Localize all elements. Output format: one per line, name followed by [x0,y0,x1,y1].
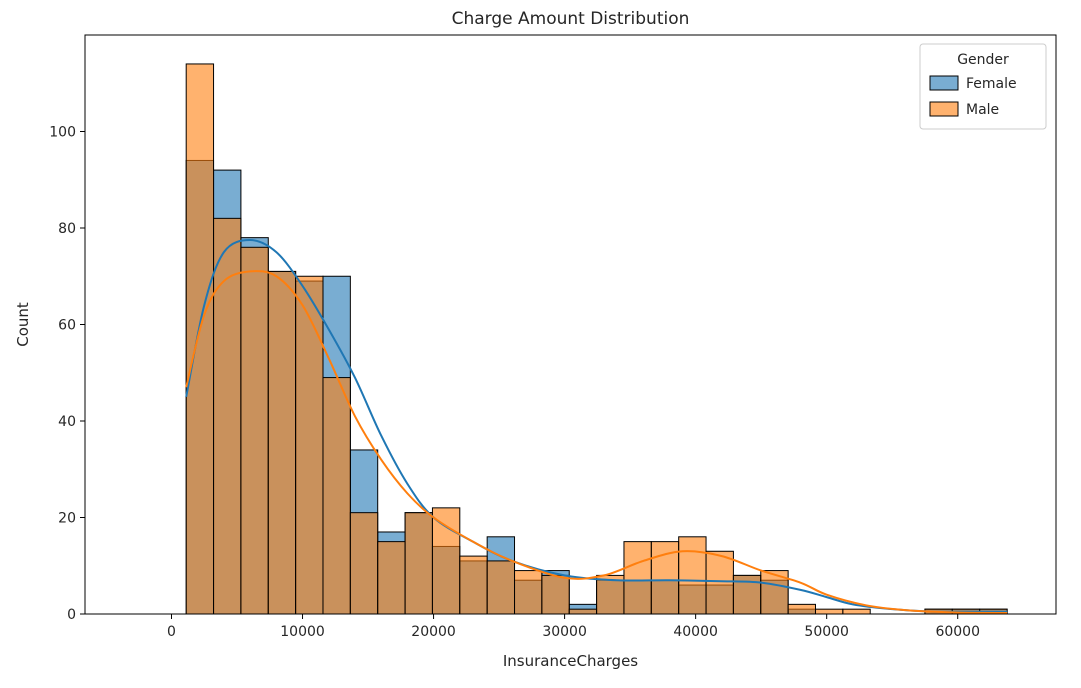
legend-label-female: Female [966,76,1017,92]
y-tick-label: 100 [49,125,76,141]
y-axis-label: Count [14,302,32,347]
bar-male [814,608,844,615]
bar-male [596,574,625,615]
kde-line-male [185,270,1008,615]
legend: Gender Female Male [919,43,1047,130]
chart-title: Charge Amount Distribution [452,9,690,29]
bars-male [185,63,1008,615]
legend-entries: Female Male [929,75,1017,118]
x-tick-label: 30000 [542,624,587,640]
bar-male [431,507,461,615]
y-tick-label: 20 [58,511,76,527]
legend-label-male: Male [966,102,999,118]
bar-male [349,512,379,615]
y-tick-label: 80 [58,221,76,237]
legend-swatch-male [929,101,959,117]
bar-male [705,550,734,615]
bar-male [486,560,516,615]
bar-male [459,555,488,615]
bar-male [678,536,707,615]
x-tick-label: 50000 [804,624,849,640]
x-tick-label: 10000 [280,624,325,640]
bar-male [568,608,598,615]
bar-male [377,541,406,615]
bar-male [514,570,543,615]
bar-male [842,608,871,615]
bar-male [295,275,324,615]
legend-title: Gender [957,52,1009,68]
bar-male [322,377,351,615]
y-tick-label: 0 [67,607,76,623]
bar-male [787,603,816,615]
y-tick-label: 60 [58,318,76,334]
bar-male [404,512,433,615]
bars-layer [185,63,1008,615]
bar-male [185,63,215,615]
x-tick-label: 60000 [935,624,980,640]
legend-swatch-female [929,75,959,91]
bar-male [240,246,269,615]
x-tick-label: 20000 [411,624,456,640]
x-tick-label: 40000 [673,624,718,640]
kde-layer [185,239,1008,615]
bar-male [541,574,570,615]
y-tick-label: 40 [58,414,76,430]
bar-male [267,270,297,615]
x-axis-label: InsuranceCharges [503,652,638,670]
x-tick-label: 0 [167,624,176,640]
bar-male [623,541,652,615]
axes-layer: 0 10000 20000 30000 40000 50000 60000 0 20 40 60 80… [49,34,1057,640]
